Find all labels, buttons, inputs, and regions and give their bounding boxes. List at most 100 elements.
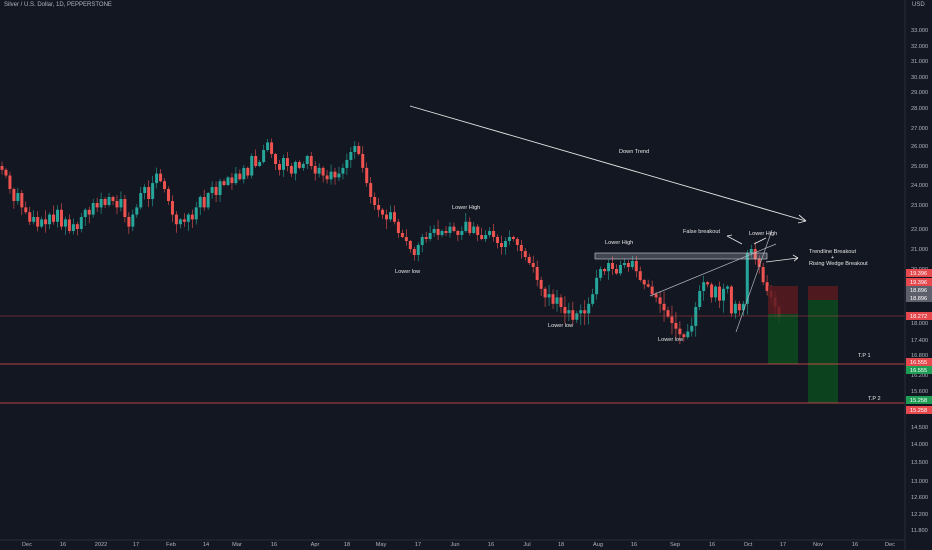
candle-body[interactable] (618, 265, 622, 274)
candle-body[interactable] (301, 164, 305, 168)
candle-body[interactable] (603, 269, 607, 272)
candle-body[interactable] (337, 173, 341, 178)
candle-body[interactable] (151, 183, 155, 199)
candle-body[interactable] (698, 291, 702, 307)
candle-body[interactable] (115, 201, 119, 208)
candle-body[interactable] (254, 156, 258, 166)
candle-body[interactable] (511, 237, 515, 239)
candle-body[interactable] (674, 323, 678, 329)
candle-body[interactable] (198, 197, 202, 208)
candle-body[interactable] (420, 237, 424, 245)
candle-body[interactable] (63, 219, 67, 227)
candle-body[interactable] (52, 214, 56, 222)
candle-body[interactable] (270, 142, 274, 154)
candle-body[interactable] (575, 313, 579, 320)
candle-body[interactable] (722, 288, 725, 301)
candle-body[interactable] (614, 269, 618, 274)
candle-body[interactable] (313, 166, 317, 174)
candle-body[interactable] (226, 177, 230, 185)
candle-body[interactable] (630, 261, 634, 267)
candle-body[interactable] (242, 167, 246, 180)
candle-body[interactable] (607, 263, 611, 272)
candle-body[interactable] (214, 187, 218, 195)
candle-body[interactable] (519, 245, 523, 251)
candle-body[interactable] (87, 209, 91, 215)
candle-body[interactable] (662, 303, 666, 311)
candle-body[interactable] (377, 205, 381, 210)
candle-body[interactable] (353, 146, 357, 152)
candle-body[interactable] (36, 217, 40, 227)
candle-body[interactable] (646, 284, 650, 287)
candle-body[interactable] (500, 243, 503, 247)
candle-body[interactable] (202, 197, 206, 208)
candle-body[interactable] (737, 303, 741, 311)
candle-body[interactable] (539, 280, 543, 289)
candle-body[interactable] (654, 294, 658, 298)
candle-body[interactable] (297, 162, 301, 168)
candle-body[interactable] (182, 219, 186, 222)
candle-body[interactable] (159, 173, 163, 182)
candle-body[interactable] (412, 249, 416, 255)
candle-body[interactable] (274, 154, 278, 164)
candle-body[interactable] (694, 307, 698, 326)
candle-body[interactable] (448, 226, 452, 233)
candle-body[interactable] (305, 156, 309, 164)
candle-body[interactable] (595, 277, 599, 295)
candle-body[interactable] (733, 303, 737, 314)
candle-body[interactable] (682, 334, 686, 338)
candle-body[interactable] (24, 207, 28, 213)
candle-body[interactable] (432, 229, 436, 233)
candle-body[interactable] (147, 187, 151, 199)
candle-body[interactable] (583, 310, 587, 314)
candle-body[interactable] (190, 214, 194, 220)
candle-body[interactable] (460, 231, 464, 235)
candle-body[interactable] (571, 310, 575, 320)
candle-body[interactable] (250, 156, 254, 176)
candle-body[interactable] (357, 146, 361, 154)
candle-body[interactable] (690, 325, 694, 332)
candle-body[interactable] (32, 217, 36, 222)
candle-body[interactable] (424, 237, 428, 239)
candle-body[interactable] (650, 286, 654, 295)
candle-body[interactable] (714, 286, 718, 298)
candle-body[interactable] (492, 231, 496, 237)
candle-body[interactable] (83, 209, 87, 217)
candle-body[interactable] (0, 166, 4, 170)
candle-body[interactable] (107, 197, 111, 205)
candle-body[interactable] (567, 310, 571, 314)
candle-body[interactable] (48, 214, 52, 225)
candle-body[interactable] (210, 187, 214, 193)
candle-body[interactable] (563, 307, 567, 314)
candle-body[interactable] (444, 231, 448, 233)
candle-body[interactable] (745, 253, 749, 304)
candle-body[interactable] (468, 221, 472, 233)
candle-body[interactable] (626, 263, 630, 267)
candle-body[interactable] (440, 231, 444, 235)
candle-body[interactable] (281, 158, 285, 170)
candle-body[interactable] (496, 237, 500, 243)
candle-body[interactable] (20, 193, 24, 208)
candle-body[interactable] (44, 219, 48, 225)
candle-body[interactable] (258, 162, 262, 166)
candle-body[interactable] (488, 231, 492, 235)
candle-body[interactable] (12, 189, 16, 201)
candle-body[interactable] (365, 167, 369, 184)
candle-body[interactable] (484, 235, 488, 239)
candle-body[interactable] (341, 167, 345, 174)
candle-body[interactable] (428, 233, 432, 239)
candle-body[interactable] (75, 224, 79, 229)
candle-body[interactable] (194, 207, 198, 220)
candle-body[interactable] (729, 286, 733, 314)
candle-body[interactable] (4, 169, 8, 176)
candle-body[interactable] (309, 156, 313, 166)
candle-body[interactable] (56, 209, 59, 222)
candle-body[interactable] (373, 197, 377, 205)
candle-body[interactable] (523, 251, 527, 257)
candle-body[interactable] (452, 226, 456, 231)
candle-body[interactable] (234, 173, 238, 184)
candle-body[interactable] (408, 241, 412, 249)
candle-body[interactable] (638, 271, 642, 280)
candle-body[interactable] (321, 167, 325, 176)
candle-body[interactable] (293, 162, 297, 174)
